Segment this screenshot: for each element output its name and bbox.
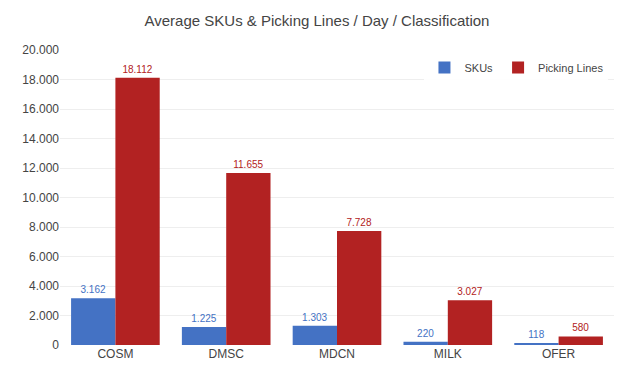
svg-text:SKUs: SKUs: [464, 62, 493, 74]
svg-text:10.000: 10.000: [22, 191, 59, 205]
svg-text:Picking Lines: Picking Lines: [538, 62, 603, 74]
svg-text:2.000: 2.000: [29, 309, 59, 323]
svg-text:118: 118: [528, 329, 544, 340]
svg-text:0: 0: [52, 338, 59, 352]
svg-text:14.000: 14.000: [22, 132, 59, 146]
svg-text:12.000: 12.000: [22, 161, 59, 175]
svg-text:4.000: 4.000: [29, 279, 59, 293]
svg-text:1.225: 1.225: [191, 313, 216, 324]
svg-text:16.000: 16.000: [22, 102, 59, 116]
svg-text:MILK: MILK: [434, 347, 462, 361]
svg-text:18.112: 18.112: [122, 64, 152, 75]
svg-text:3.027: 3.027: [457, 286, 482, 297]
svg-text:11.655: 11.655: [233, 159, 263, 170]
svg-text:6.000: 6.000: [29, 250, 59, 264]
svg-text:3.162: 3.162: [81, 284, 106, 295]
svg-text:COSM: COSM: [97, 347, 133, 361]
svg-text:220: 220: [417, 328, 434, 339]
svg-text:1.303: 1.303: [302, 312, 327, 323]
svg-text:20.000: 20.000: [22, 43, 59, 57]
svg-text:7.728: 7.728: [346, 217, 371, 228]
svg-text:DMSC: DMSC: [209, 347, 245, 361]
svg-text:OFER: OFER: [542, 347, 576, 361]
svg-text:Average SKUs & Picking Lines /: Average SKUs & Picking Lines / Day / Cla…: [145, 12, 490, 29]
svg-text:580: 580: [572, 322, 589, 333]
svg-text:MDCN: MDCN: [319, 347, 355, 361]
svg-text:18.000: 18.000: [22, 73, 59, 87]
svg-text:8.000: 8.000: [29, 220, 59, 234]
